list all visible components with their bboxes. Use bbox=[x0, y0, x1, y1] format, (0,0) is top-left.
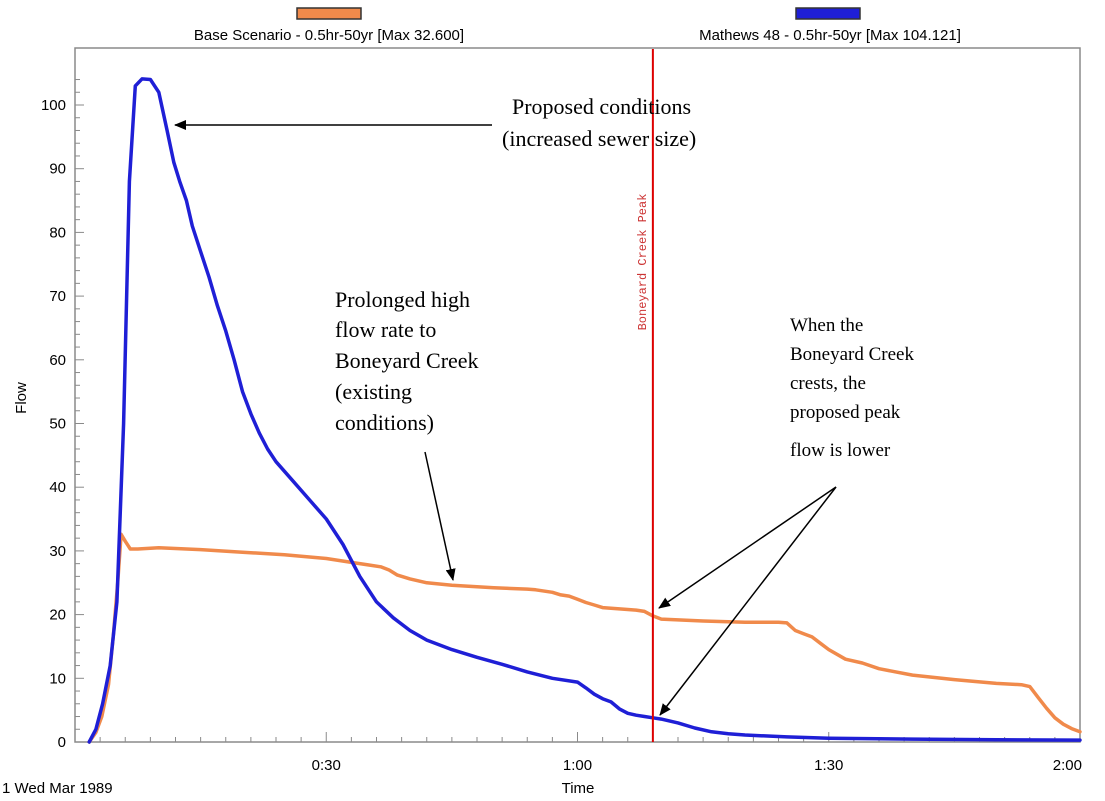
annotation-proposed-line-1: Proposed conditions bbox=[512, 94, 691, 119]
y-tick-label: 100 bbox=[41, 97, 66, 114]
x-tick-label: 1:30 bbox=[814, 757, 843, 774]
legend-swatch-mathews bbox=[795, 7, 861, 20]
annotation-prolonged-line-3: Boneyard Creek bbox=[335, 348, 479, 373]
annotation-prolonged-line-2: flow rate to bbox=[335, 317, 436, 342]
y-axis-label: Flow bbox=[13, 382, 30, 414]
legend-swatch-base bbox=[296, 7, 362, 20]
x-axis-label: Time bbox=[562, 780, 595, 797]
arrow-crests-upper bbox=[658, 486, 837, 609]
annotation-prolonged-high-flow: Prolonged high flow rate to Boneyard Cre… bbox=[335, 287, 479, 581]
x-axis: 0:30 1:00 1:30 2:00 bbox=[74, 732, 1082, 774]
annotation-prolonged-line-5: conditions) bbox=[335, 410, 434, 435]
annotation-crests-line-4: proposed peak bbox=[790, 402, 901, 423]
y-tick-label: 80 bbox=[49, 224, 66, 241]
base-scenario-line bbox=[87, 532, 1082, 744]
y-tick-label: 10 bbox=[49, 670, 66, 687]
annotation-crests-line-2: Boneyard Creek bbox=[790, 344, 914, 365]
annotation-crests-line-3: crests, the bbox=[790, 373, 866, 394]
arrow-crests-lower bbox=[659, 486, 837, 716]
annotation-proposed-conditions: Proposed conditions (increased sewer siz… bbox=[174, 94, 696, 151]
annotation-crests-line-1: When the bbox=[790, 315, 863, 336]
annotation-prolonged-line-1: Prolonged high bbox=[335, 287, 470, 312]
annotation-prolonged-line-4: (existing bbox=[335, 379, 412, 404]
annotation-crests-line-5: flow is lower bbox=[790, 440, 891, 461]
arrow-prolonged bbox=[424, 451, 456, 581]
y-tick-label: 50 bbox=[49, 416, 66, 433]
y-tick-label: 40 bbox=[49, 479, 66, 496]
x-tick-label: 1:00 bbox=[563, 757, 592, 774]
y-axis: 0 10 20 30 40 50 60 70 80 90 100 bbox=[41, 79, 84, 751]
marker-label: Boneyard Creek Peak bbox=[636, 194, 650, 331]
y-tick-label: 90 bbox=[49, 161, 66, 178]
date-label: 1 Wed Mar 1989 bbox=[2, 780, 113, 797]
x-tick-label: 2:00 bbox=[1053, 757, 1082, 774]
annotation-boneyard-crests: When the Boneyard Creek crests, the prop… bbox=[658, 315, 914, 716]
mathews-48-line bbox=[87, 77, 1082, 744]
x-tick-label: 0:30 bbox=[312, 757, 341, 774]
legend-label-base: Base Scenario - 0.5hr-50yr [Max 32.600] bbox=[194, 27, 464, 44]
y-tick-label: 70 bbox=[49, 288, 66, 305]
series-layer bbox=[87, 77, 1082, 744]
y-tick-label: 30 bbox=[49, 543, 66, 560]
legend-label-mathews: Mathews 48 - 0.5hr-50yr [Max 104.121] bbox=[699, 27, 961, 44]
y-tick-label: 60 bbox=[49, 352, 66, 369]
y-tick-label: 20 bbox=[49, 607, 66, 624]
annotation-proposed-line-2: (increased sewer size) bbox=[502, 126, 696, 151]
plot-frame bbox=[74, 47, 1081, 743]
legend: Base Scenario - 0.5hr-50yr [Max 32.600] … bbox=[194, 7, 961, 44]
boneyard-creek-peak-marker: Boneyard Creek Peak bbox=[636, 49, 654, 742]
y-tick-label: 0 bbox=[58, 734, 66, 751]
